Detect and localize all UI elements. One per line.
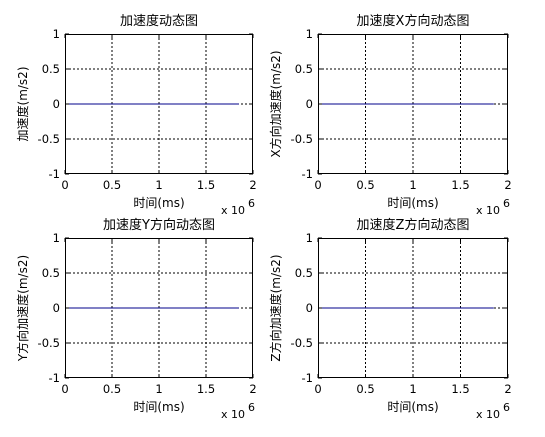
y-axis-label: X方向加速度(m/s2) bbox=[268, 50, 283, 157]
x-tick-label: 1 bbox=[409, 382, 416, 396]
x-tick-label: 1.5 bbox=[451, 178, 469, 192]
x-tick-label: 2 bbox=[504, 178, 511, 192]
chart-title: 加速度Z方向动态图 bbox=[357, 217, 470, 233]
x-tick-label: 0.5 bbox=[103, 178, 121, 192]
y-tick-label: -1 bbox=[49, 167, 60, 181]
y-tick-label: -0.5 bbox=[291, 336, 313, 350]
y-tick-label: 1 bbox=[306, 27, 313, 41]
x-tick-label: 0.5 bbox=[356, 382, 374, 396]
chart-title: 加速度X方向动态图 bbox=[357, 13, 470, 29]
x-tick-label: 1.5 bbox=[197, 178, 215, 192]
y-tick-label: -0.5 bbox=[291, 132, 313, 146]
x-tick-label: 0 bbox=[314, 382, 321, 396]
x-exponent-label: x 10 bbox=[476, 408, 500, 421]
y-tick-label: 0 bbox=[53, 97, 60, 111]
x-axis-label: 时间(ms) bbox=[387, 400, 438, 414]
chart-title: 加速度Y方向动态图 bbox=[103, 217, 215, 233]
x-tick-label: 1.5 bbox=[451, 382, 469, 396]
x-exponent-power: 6 bbox=[503, 197, 510, 210]
x-tick-label: 0 bbox=[61, 178, 68, 192]
y-tick-label: 1 bbox=[53, 27, 60, 41]
x-tick-label: 1 bbox=[155, 382, 162, 396]
y-tick-label: 1 bbox=[53, 231, 60, 245]
y-axis-label: Y方向加速度(m/s2) bbox=[15, 255, 30, 362]
y-tick-label: 0.5 bbox=[295, 266, 313, 280]
y-tick-label: 0.5 bbox=[295, 62, 313, 76]
x-exponent-label: x 10 bbox=[221, 204, 245, 217]
x-exponent-power: 6 bbox=[503, 401, 510, 414]
x-tick-label: 1.5 bbox=[197, 382, 215, 396]
x-axis-label: 时间(ms) bbox=[133, 196, 184, 210]
x-tick-label: 2 bbox=[504, 382, 511, 396]
x-exponent-label: x 10 bbox=[476, 204, 500, 217]
x-tick-label: 1 bbox=[155, 178, 162, 192]
x-tick-label: 0 bbox=[314, 178, 321, 192]
y-tick-label: 0 bbox=[53, 301, 60, 315]
chart-title: 加速度动态图 bbox=[120, 13, 198, 29]
y-tick-label: -1 bbox=[302, 371, 313, 385]
x-tick-label: 0 bbox=[61, 382, 68, 396]
y-tick-label: -1 bbox=[302, 167, 313, 181]
x-axis-label: 时间(ms) bbox=[387, 196, 438, 210]
x-tick-label: 0.5 bbox=[103, 382, 121, 396]
x-tick-label: 2 bbox=[249, 178, 256, 192]
y-tick-label: 1 bbox=[306, 231, 313, 245]
y-tick-label: 0 bbox=[306, 97, 313, 111]
y-tick-label: -1 bbox=[49, 371, 60, 385]
x-tick-label: 1 bbox=[409, 178, 416, 192]
y-tick-label: 0 bbox=[306, 301, 313, 315]
y-tick-label: -0.5 bbox=[38, 132, 60, 146]
x-exponent-power: 6 bbox=[248, 197, 255, 210]
y-axis-label: 加速度(m/s2) bbox=[15, 67, 30, 142]
x-exponent-label: x 10 bbox=[221, 408, 245, 421]
x-axis-label: 时间(ms) bbox=[133, 400, 184, 414]
x-tick-label: 0.5 bbox=[356, 178, 374, 192]
y-axis-label: Z方向加速度(m/s2) bbox=[268, 254, 283, 361]
y-tick-label: 0.5 bbox=[42, 266, 60, 280]
x-exponent-power: 6 bbox=[248, 401, 255, 414]
x-tick-label: 2 bbox=[249, 382, 256, 396]
y-tick-label: 0.5 bbox=[42, 62, 60, 76]
y-tick-label: -0.5 bbox=[38, 336, 60, 350]
